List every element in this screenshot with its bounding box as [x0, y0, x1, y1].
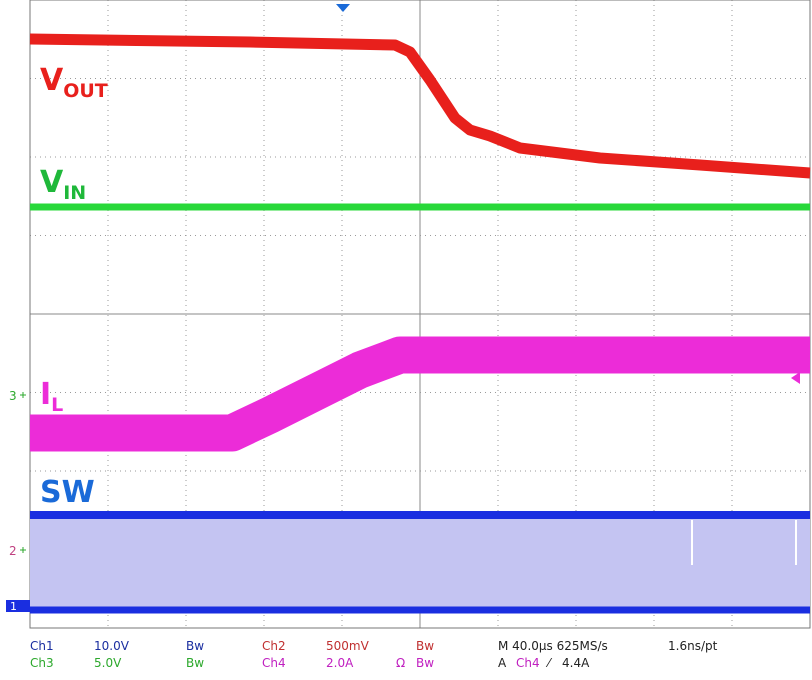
ch3-marker: 3 — [9, 389, 17, 403]
screen-border — [29, 0, 811, 629]
ch2-arrow — [20, 547, 26, 553]
status-text: 10.0V — [94, 639, 130, 653]
status-text: Ch2 — [262, 639, 286, 653]
label-sub: IN — [63, 182, 86, 204]
status-text: 500mV — [326, 639, 370, 653]
status-text: Bw — [186, 656, 204, 670]
label-main: V — [40, 63, 64, 98]
label-main: I — [40, 377, 51, 412]
vout-label: VOUT — [40, 63, 108, 102]
label-main: V — [40, 165, 64, 200]
status-text: Ch1 — [30, 639, 54, 653]
ch3-arrow — [20, 392, 26, 398]
status-text: 4.4A — [562, 656, 590, 670]
status-text: 1.6ns/pt — [668, 639, 718, 653]
ch1-marker-box — [6, 600, 30, 612]
label-sub: L — [51, 394, 63, 416]
sw-label: SW — [40, 475, 95, 510]
ch2-marker: 2 — [9, 544, 17, 558]
sw-fill — [30, 515, 810, 610]
status-text: Ω — [396, 656, 405, 670]
status-text: Bw — [416, 639, 434, 653]
status-text: Ch4 — [262, 656, 286, 670]
status-bar: Ch1 10.0V Bw Ch2 500mV Bw M 40.0µs 625MS/s 1.6n… — [30, 639, 718, 670]
status-text: Bw — [416, 656, 434, 670]
label-sub: OUT — [63, 80, 108, 102]
status-text: M 40.0µs 625MS/s — [498, 639, 608, 653]
vout-trace — [29, 33, 811, 179]
status-text: 2.0A — [326, 656, 354, 670]
trigger-level — [791, 372, 800, 384]
status-text: Bw — [186, 639, 204, 653]
status-text: Ch3 — [30, 656, 54, 670]
il-trace — [30, 336, 810, 452]
ch1-marker: 1 — [10, 600, 17, 613]
status-text: ⁄ — [545, 656, 553, 670]
vin-label: VIN — [40, 165, 86, 204]
status-text: A — [498, 656, 507, 670]
status-text: Ch4 — [516, 656, 540, 670]
status-text: 5.0V — [94, 656, 122, 670]
trigger-pos — [336, 4, 350, 12]
il-label: IL — [40, 377, 63, 416]
